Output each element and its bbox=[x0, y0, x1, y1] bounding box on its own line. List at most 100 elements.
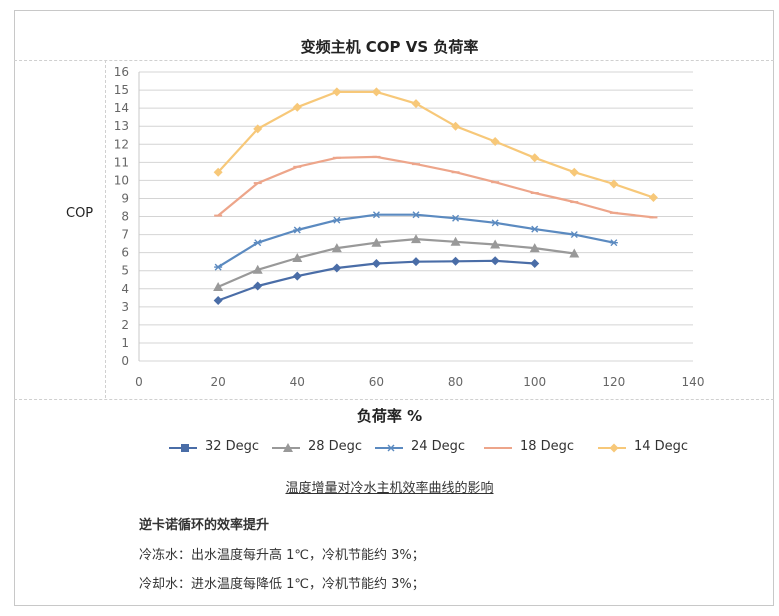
marker-stroke bbox=[387, 444, 395, 452]
data-point bbox=[332, 263, 342, 273]
chart-legend: 32 Degc 28 Degc 24 Degc 18 Degc 14 Degc bbox=[0, 438, 779, 458]
data-point bbox=[331, 243, 342, 253]
legend-marker bbox=[181, 444, 189, 452]
data-point bbox=[412, 211, 420, 219]
y-tick-label: 8 bbox=[121, 210, 129, 224]
marker-stroke bbox=[333, 216, 341, 224]
series-32-degc bbox=[213, 256, 540, 305]
legend-swatch bbox=[484, 447, 512, 449]
data-point bbox=[411, 99, 421, 109]
notes-line-chilled-water: 冷冻水：出水温度每升高 1℃，冷机节能约 3%； bbox=[139, 548, 425, 563]
data-point bbox=[293, 226, 302, 234]
y-label-panel bbox=[14, 60, 106, 398]
legend-swatch bbox=[375, 444, 403, 452]
y-tick-label: 15 bbox=[114, 83, 129, 97]
data-point bbox=[609, 239, 618, 247]
data-point bbox=[490, 239, 501, 249]
legend-label: 32 Degc bbox=[205, 439, 260, 454]
y-tick-label: 16 bbox=[114, 65, 129, 79]
data-point bbox=[292, 271, 302, 281]
marker-stroke bbox=[491, 219, 499, 227]
series-18-degc bbox=[214, 155, 658, 219]
data-point bbox=[490, 256, 500, 266]
data-point bbox=[648, 193, 658, 203]
data-point bbox=[372, 211, 381, 219]
data-point bbox=[253, 281, 263, 291]
y-tick-label: 2 bbox=[121, 318, 129, 332]
x-tick-label: 0 bbox=[135, 375, 143, 389]
data-point bbox=[411, 257, 421, 267]
legend-swatch bbox=[169, 444, 197, 452]
marker-stroke bbox=[610, 239, 618, 247]
x-tick-label: 20 bbox=[211, 375, 226, 389]
data-point bbox=[371, 237, 382, 247]
notes-line-cooling-water: 冷却水：进水温度每降低 1℃，冷机节能约 3%； bbox=[139, 577, 425, 592]
data-point bbox=[530, 225, 539, 233]
y-tick-label: 13 bbox=[114, 119, 129, 133]
data-point bbox=[450, 236, 461, 246]
data-point bbox=[332, 216, 341, 224]
y-tick-label: 11 bbox=[114, 155, 129, 169]
legend-label: 24 Degc bbox=[411, 439, 466, 454]
y-tick-label: 5 bbox=[121, 264, 129, 278]
data-point bbox=[213, 281, 224, 291]
data-point bbox=[530, 153, 540, 163]
data-point bbox=[570, 231, 579, 239]
marker-stroke bbox=[412, 211, 420, 219]
caption-text: 温度增量对冷水主机效率曲线的影响 bbox=[285, 481, 494, 496]
data-point bbox=[253, 124, 263, 134]
chart-title: 变频主机 COP VS 负荷率 bbox=[300, 38, 479, 56]
legend-label: 18 Degc bbox=[520, 439, 575, 454]
data-point bbox=[332, 87, 342, 97]
plot-area-border bbox=[14, 60, 774, 400]
marker-stroke bbox=[531, 225, 539, 233]
y-tick-label: 12 bbox=[114, 137, 129, 151]
series-line bbox=[217, 155, 654, 219]
marker-stroke bbox=[214, 263, 222, 271]
legend-swatch bbox=[598, 443, 626, 453]
legend-swatch bbox=[272, 443, 300, 452]
data-point bbox=[292, 253, 303, 263]
legend-label: 28 Degc bbox=[308, 439, 363, 454]
data-point bbox=[213, 295, 223, 305]
data-point bbox=[411, 234, 421, 244]
series-24-degc bbox=[214, 211, 618, 271]
y-tick-label: 3 bbox=[121, 300, 129, 314]
legend-label: 14 Degc bbox=[634, 439, 689, 454]
data-point bbox=[214, 263, 223, 271]
data-point bbox=[451, 121, 461, 131]
marker-stroke bbox=[452, 214, 460, 222]
y-axis-label: COP bbox=[66, 206, 94, 221]
y-tick-label: 4 bbox=[121, 282, 129, 296]
notes-heading: 逆卡诺循环的效率提升 bbox=[139, 518, 270, 533]
y-tick-label: 6 bbox=[121, 246, 129, 260]
marker-stroke bbox=[372, 211, 380, 219]
y-tick-label: 9 bbox=[121, 191, 129, 205]
data-point bbox=[371, 87, 381, 97]
x-tick-label: 100 bbox=[523, 375, 546, 389]
y-tick-label: 14 bbox=[114, 101, 129, 115]
legend-marker bbox=[283, 443, 293, 452]
data-point bbox=[451, 256, 461, 266]
data-point bbox=[451, 214, 460, 222]
data-point bbox=[292, 102, 302, 112]
series-28-degc bbox=[213, 234, 580, 291]
x-tick-label: 120 bbox=[602, 375, 625, 389]
chart-frame bbox=[14, 10, 774, 606]
legend-marker bbox=[609, 443, 619, 453]
chart-caption: 温度增量对冷水主机效率曲线的影响 bbox=[0, 477, 779, 496]
data-point bbox=[609, 179, 619, 189]
y-tick-label: 7 bbox=[121, 228, 129, 242]
x-axis-label: 负荷率 % bbox=[356, 407, 423, 425]
data-point bbox=[529, 243, 540, 253]
x-tick-label: 140 bbox=[682, 375, 705, 389]
data-point bbox=[491, 219, 500, 227]
data-point bbox=[530, 258, 540, 268]
marker-stroke bbox=[254, 239, 262, 247]
x-tick-label: 80 bbox=[448, 375, 463, 389]
data-point bbox=[371, 258, 381, 268]
marker-stroke bbox=[293, 226, 301, 234]
legend-marker bbox=[387, 444, 395, 452]
marker-stroke bbox=[570, 231, 578, 239]
